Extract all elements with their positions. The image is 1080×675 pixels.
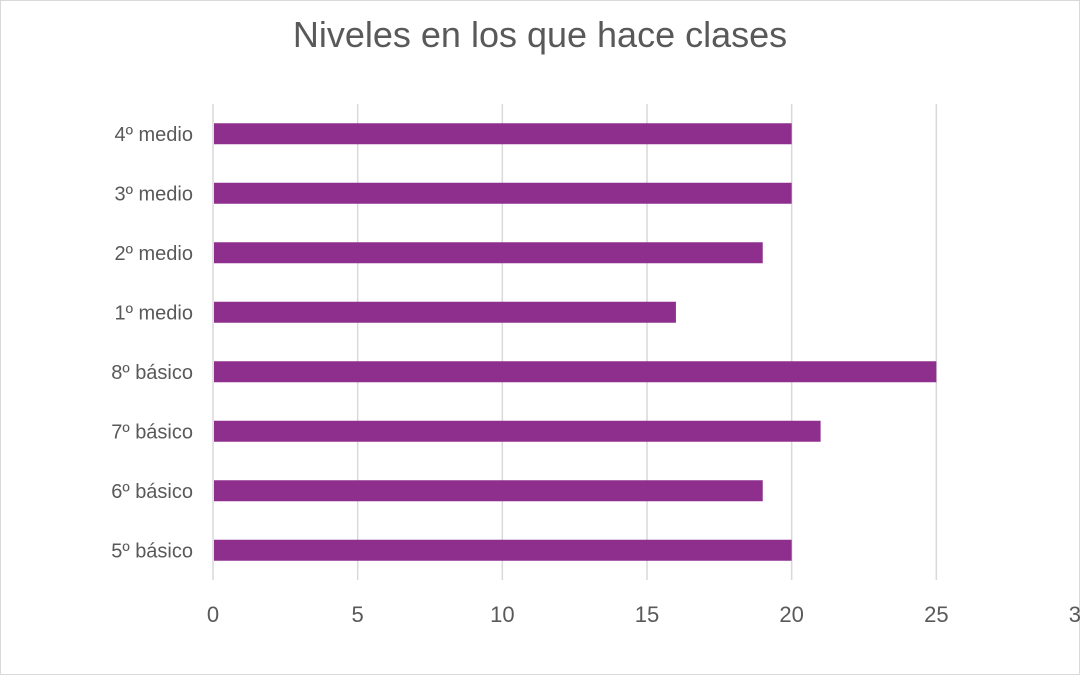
category-label: 8º básico: [111, 362, 193, 384]
bar: [214, 123, 792, 145]
category-label: 2º medio: [115, 243, 193, 265]
category-label: 3º medio: [115, 183, 193, 205]
category-label: 7º básico: [111, 421, 193, 443]
bar: [214, 182, 792, 204]
category-label: 1º medio: [115, 302, 193, 324]
bar: [214, 420, 821, 442]
x-tick-label: 25: [924, 602, 948, 627]
x-tick-label: 10: [490, 602, 514, 627]
x-tick-labels: 0 5 10 15 20 25 30: [207, 602, 1080, 627]
x-tick-label: 20: [779, 602, 803, 627]
x-tick-label: 30: [1069, 602, 1080, 627]
category-label: 6º básico: [111, 481, 193, 503]
x-tick-label: 5: [352, 602, 364, 627]
bar: [214, 361, 937, 383]
category-label: 5º básico: [111, 540, 193, 562]
category-labels: 4º medio 3º medio 2º medio 1º medio 8º básic…: [111, 124, 193, 563]
chart-title: Niveles en los que hace clases: [292, 14, 788, 55]
bar: [214, 301, 676, 323]
bar: [214, 539, 792, 561]
gridlines: [212, 104, 938, 580]
bar: [214, 480, 763, 502]
x-tick-label: 0: [207, 602, 219, 627]
bar: [214, 242, 763, 264]
bars: [214, 123, 937, 561]
category-label: 4º medio: [115, 124, 193, 146]
x-tick-label: 15: [635, 602, 659, 627]
